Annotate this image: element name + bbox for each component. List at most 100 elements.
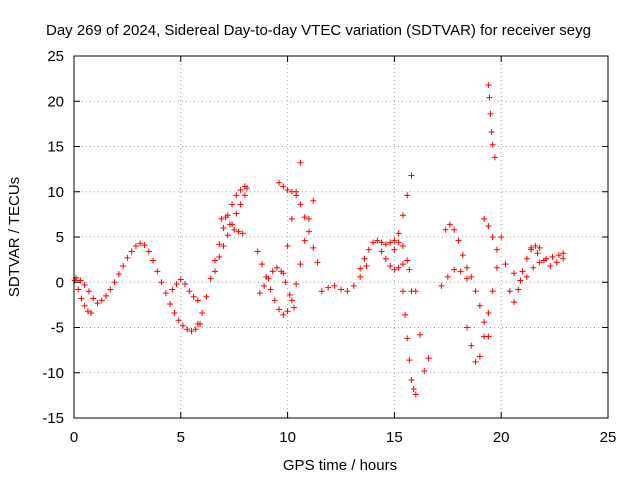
data-point: [399, 212, 406, 219]
data-point: [177, 276, 184, 283]
data-point: [459, 252, 466, 259]
data-point: [464, 275, 471, 282]
data-point: [244, 185, 251, 192]
data-point: [406, 357, 413, 364]
data-point: [425, 355, 432, 362]
data-point: [378, 239, 385, 246]
data-point: [256, 290, 263, 297]
series-prn-k: [318, 262, 370, 295]
series-prn-c: [169, 276, 201, 304]
x-tick-label: 15: [386, 429, 403, 446]
data-point: [399, 288, 406, 295]
data-point: [555, 252, 562, 259]
data-point: [297, 261, 304, 268]
data-point: [489, 141, 496, 148]
data-point: [357, 273, 364, 280]
data-point: [318, 288, 325, 295]
data-point: [192, 326, 199, 333]
data-point: [203, 293, 210, 300]
data-point: [444, 273, 451, 280]
series-prn-l: [357, 237, 406, 272]
y-tick-label: -5: [51, 320, 64, 337]
series-prn-s: [464, 264, 500, 365]
data-point: [391, 237, 398, 244]
data-point: [395, 264, 402, 271]
series-prn-w: [511, 250, 567, 284]
data-point: [517, 277, 524, 284]
data-point: [220, 243, 227, 250]
x-tick-label: 0: [70, 429, 78, 446]
data-point: [167, 300, 174, 307]
series-prn-j: [280, 159, 304, 277]
data-point: [188, 328, 195, 335]
data-points: [72, 81, 567, 398]
data-point: [472, 288, 479, 295]
data-point: [291, 304, 298, 311]
data-point: [357, 265, 364, 272]
data-point: [395, 230, 402, 237]
data-point: [476, 302, 483, 309]
data-point: [171, 310, 178, 317]
data-point: [481, 215, 488, 222]
data-point: [132, 243, 139, 250]
data-point: [84, 308, 91, 315]
chart-title: Day 269 of 2024, Sidereal Day-to-day VTE…: [46, 22, 591, 39]
data-point: [408, 376, 415, 383]
data-point: [288, 215, 295, 222]
data-point: [94, 300, 101, 307]
y-tick-label: -15: [42, 410, 64, 427]
axis-ticks: 0 5 10 15 20 25 -15 -10 -5 0 5 10 15 20 25: [42, 48, 616, 446]
data-point: [284, 308, 291, 315]
data-point: [286, 291, 293, 298]
data-point: [77, 277, 84, 284]
series-prn-f: [218, 214, 246, 237]
data-point: [536, 244, 543, 251]
data-point: [115, 271, 122, 278]
data-point: [530, 264, 537, 271]
data-point: [145, 248, 152, 255]
data-point: [486, 94, 493, 101]
data-point: [269, 268, 276, 275]
data-point: [276, 179, 283, 186]
data-point: [169, 286, 176, 293]
data-point: [395, 239, 402, 246]
data-point: [229, 201, 236, 208]
data-point: [476, 353, 483, 360]
data-point: [293, 188, 300, 195]
data-point: [220, 224, 227, 231]
data-point: [207, 275, 214, 282]
data-point: [239, 230, 246, 237]
data-point: [226, 221, 233, 228]
data-point: [421, 367, 428, 374]
data-point: [560, 255, 567, 262]
data-point: [399, 243, 406, 250]
data-point: [235, 228, 242, 235]
data-point: [98, 297, 105, 304]
data-point: [485, 223, 492, 230]
y-tick-label: 20: [47, 93, 64, 110]
data-point: [261, 282, 268, 289]
data-point: [502, 261, 509, 268]
data-point: [391, 246, 398, 253]
y-axis-label: SDTVAR / TECUs: [6, 177, 23, 297]
data-point: [265, 275, 272, 282]
data-point: [506, 288, 513, 295]
series-prn-t: [481, 215, 500, 253]
data-point: [154, 268, 161, 275]
series-prn-b: [73, 240, 204, 335]
data-point: [404, 192, 411, 199]
series-prn-q: [442, 221, 492, 340]
data-point: [438, 282, 445, 289]
data-point: [276, 306, 283, 313]
data-point: [446, 221, 453, 228]
series-prn-e: [211, 185, 251, 275]
data-point: [237, 186, 244, 193]
data-point: [382, 255, 389, 262]
data-point: [481, 319, 488, 326]
data-point: [363, 262, 370, 269]
data-point: [314, 259, 321, 266]
series-prn-h: [256, 264, 298, 311]
data-point: [78, 295, 85, 302]
data-point: [233, 210, 240, 217]
